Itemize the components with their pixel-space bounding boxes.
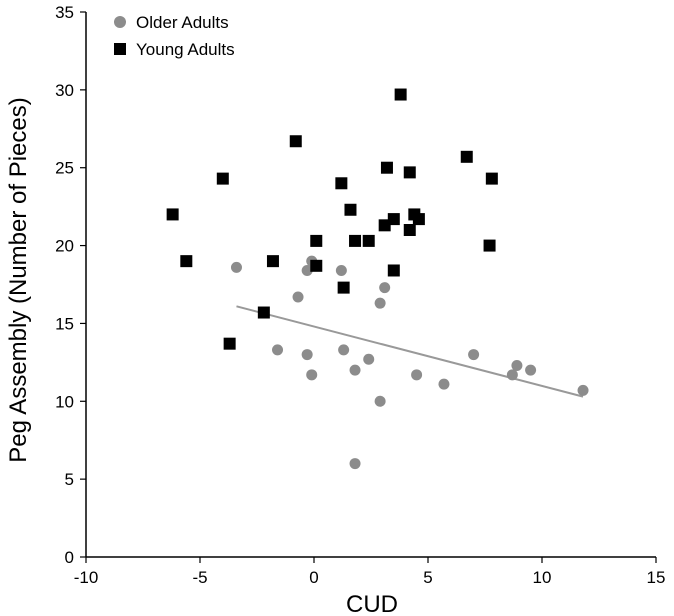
data-point-young-adults xyxy=(310,234,323,247)
data-point-young-adults xyxy=(387,213,400,226)
x-tick-label: 15 xyxy=(647,568,666,587)
y-tick-label: 35 xyxy=(55,3,74,22)
data-point-older-adults xyxy=(230,261,242,273)
data-point-young-adults xyxy=(362,234,375,247)
data-point-young-adults xyxy=(403,166,416,179)
data-point-young-adults xyxy=(335,177,348,190)
y-tick-label: 20 xyxy=(55,237,74,256)
data-point-young-adults xyxy=(337,281,350,294)
x-axis-title: CUD xyxy=(346,591,398,616)
data-point-older-adults xyxy=(379,282,391,294)
data-point-older-adults xyxy=(468,349,480,361)
data-point-young-adults xyxy=(223,337,236,350)
data-point-young-adults xyxy=(266,255,279,268)
data-point-young-adults xyxy=(289,135,302,148)
x-axis-ticks: -10 -5 0 5 10 15 xyxy=(74,557,666,587)
data-point-young-adults xyxy=(403,224,416,236)
data-point-older-adults xyxy=(335,264,347,276)
y-axis-ticks: 0 5 10 15 20 25 30 35 xyxy=(55,3,86,567)
x-tick-label: 0 xyxy=(309,568,318,587)
data-point-young-adults xyxy=(412,213,425,226)
y-tick-label: 0 xyxy=(65,548,74,567)
data-point-young-adults xyxy=(387,264,400,277)
y-tick-label: 30 xyxy=(55,81,74,100)
data-point-older-adults xyxy=(272,344,284,356)
data-point-older-adults xyxy=(438,378,450,390)
data-point-young-adults xyxy=(460,150,473,163)
x-tick-label: -10 xyxy=(74,568,99,587)
data-point-young-adults xyxy=(349,234,362,247)
y-tick-label: 15 xyxy=(55,314,74,333)
data-point-older-adults xyxy=(363,353,375,365)
data-point-older-adults xyxy=(349,364,361,376)
y-tick-label: 5 xyxy=(65,470,74,489)
data-point-young-adults xyxy=(485,172,498,185)
data-points xyxy=(166,88,589,470)
legend-label-young-adults: Young Adults xyxy=(136,40,235,59)
data-point-young-adults xyxy=(344,203,357,216)
y-tick-label: 25 xyxy=(55,159,74,178)
data-point-young-adults xyxy=(378,219,391,232)
data-point-older-adults xyxy=(301,264,313,276)
data-point-young-adults xyxy=(483,239,496,252)
legend: Older Adults Young Adults xyxy=(114,13,235,59)
x-tick-label: 10 xyxy=(533,568,552,587)
data-point-older-adults xyxy=(374,395,386,407)
data-point-older-adults xyxy=(349,458,361,470)
data-point-older-adults xyxy=(306,369,318,381)
data-point-older-adults xyxy=(411,369,423,381)
data-point-young-adults xyxy=(394,88,407,101)
x-tick-label: -5 xyxy=(192,568,207,587)
data-point-young-adults xyxy=(380,161,393,174)
trendline-older-adults xyxy=(236,305,584,398)
data-point-older-adults xyxy=(511,359,523,371)
data-point-young-adults xyxy=(166,208,179,221)
data-point-older-adults xyxy=(292,291,304,303)
legend-label-older-adults: Older Adults xyxy=(136,13,229,32)
y-axis-title: Peg Assembly (Number of Pieces) xyxy=(5,97,32,462)
data-point-older-adults xyxy=(301,349,313,361)
legend-marker-young-adults xyxy=(114,43,126,55)
data-point-young-adults xyxy=(310,259,323,272)
x-tick-label: 5 xyxy=(423,568,432,587)
legend-marker-older-adults xyxy=(114,16,126,28)
data-point-older-adults xyxy=(374,297,386,309)
y-tick-label: 10 xyxy=(55,392,74,411)
data-point-young-adults xyxy=(257,306,270,319)
data-point-older-adults xyxy=(338,344,350,356)
plot-frame xyxy=(85,12,656,558)
data-point-older-adults xyxy=(525,364,537,376)
trendline-group xyxy=(236,305,584,398)
data-point-young-adults xyxy=(216,172,229,185)
data-point-young-adults xyxy=(180,255,193,268)
data-point-older-adults xyxy=(506,369,518,381)
data-point-older-adults xyxy=(577,384,589,396)
